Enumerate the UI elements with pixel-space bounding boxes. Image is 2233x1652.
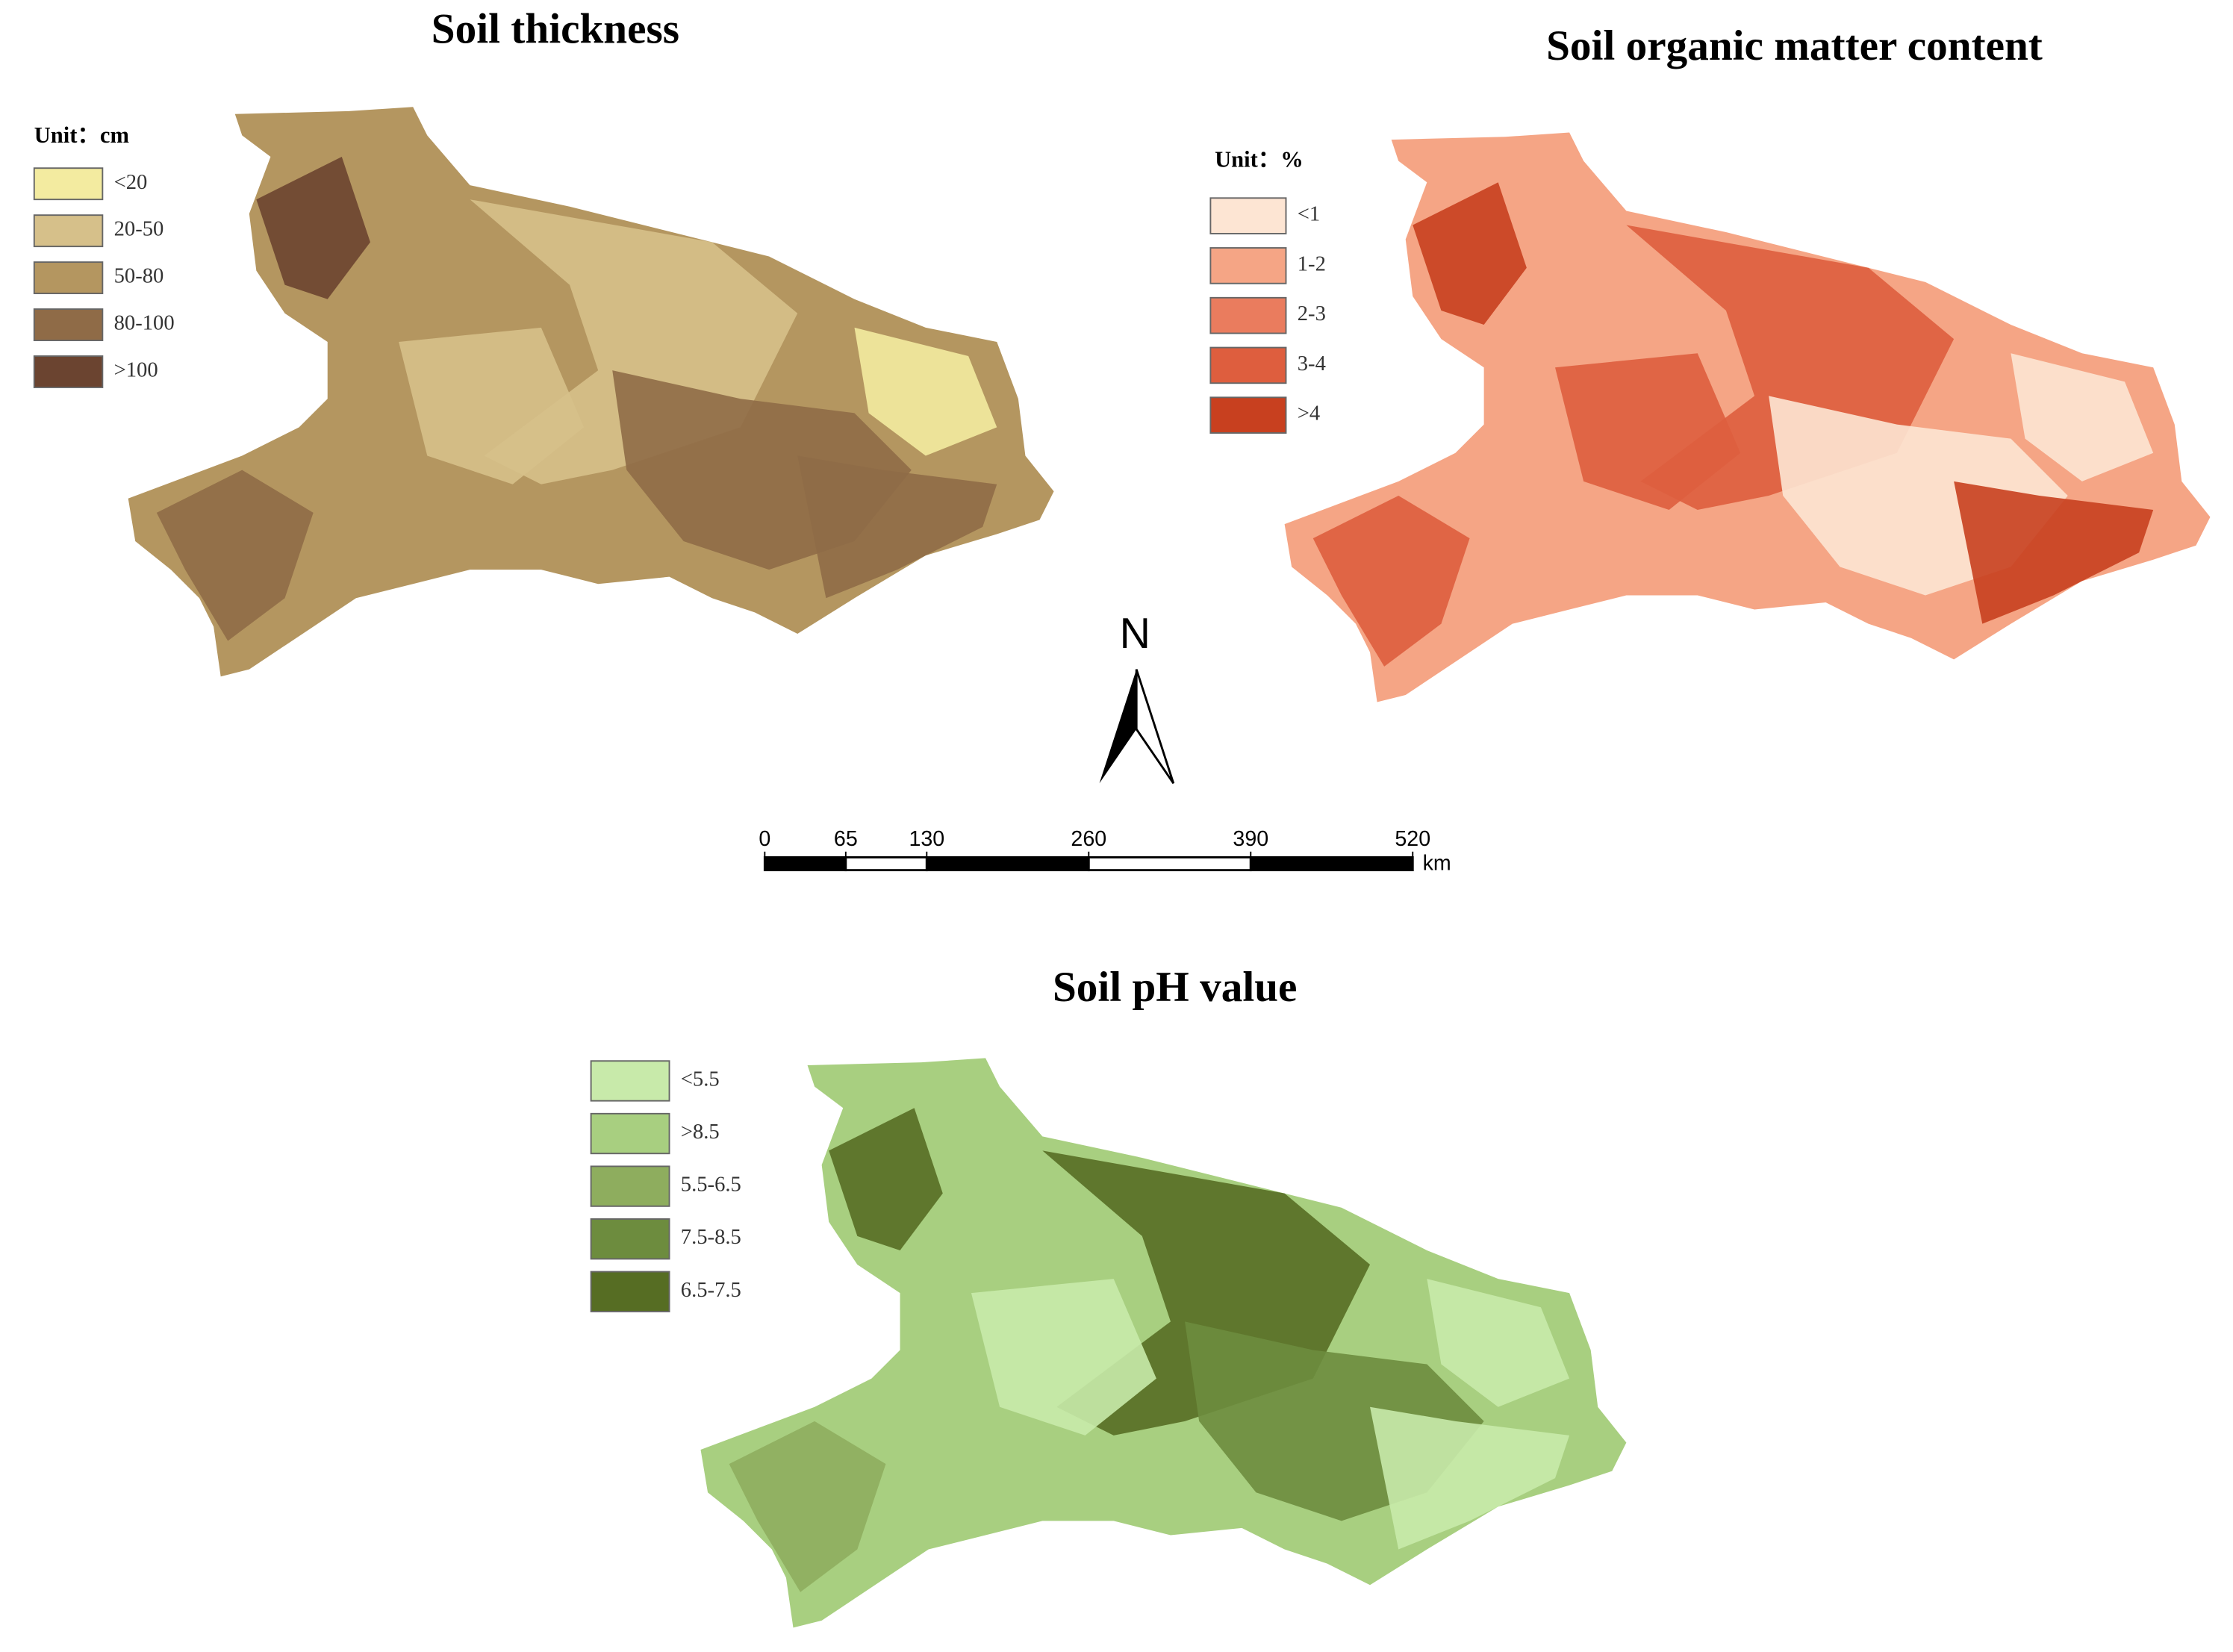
north-label: N — [1120, 610, 1150, 658]
scale-segment — [844, 856, 928, 872]
map-zone — [2011, 353, 2154, 481]
scale-label: 0 — [759, 827, 770, 851]
map-zone — [1370, 1406, 1570, 1550]
legend-swatch — [33, 308, 104, 341]
legend-label: 20-50 — [114, 218, 164, 241]
scale-segment — [763, 856, 847, 872]
map-zone — [854, 327, 997, 456]
scale-label: 65 — [834, 827, 858, 851]
map-zone — [729, 1421, 886, 1592]
legend-unit: Unit：cm — [34, 122, 129, 148]
map — [128, 107, 1054, 677]
legend-swatch — [590, 1218, 670, 1260]
legend-label: <20 — [114, 171, 148, 194]
scale-label: 130 — [909, 827, 944, 851]
panel-title: Soil thickness — [432, 5, 679, 52]
scale-unit: km — [1423, 852, 1451, 876]
north-arrow: N — [1099, 610, 1175, 785]
map-zone — [1555, 353, 1740, 511]
legend-unit: Unit：% — [1215, 146, 1304, 172]
legend-label: 50-80 — [114, 265, 164, 288]
legend-label: >100 — [114, 359, 158, 382]
legend-swatch — [590, 1271, 670, 1312]
legend-label: >8.5 — [681, 1120, 720, 1144]
legend-label: 7.5-8.5 — [681, 1226, 741, 1249]
map-zone — [156, 470, 314, 641]
scale-segment — [1087, 856, 1252, 872]
legend-swatch — [1209, 197, 1287, 234]
scale-label: 390 — [1233, 827, 1268, 851]
map-zone — [256, 156, 370, 299]
legend-label: 5.5-6.5 — [681, 1173, 741, 1197]
legend-swatch — [1209, 247, 1287, 284]
legend-label: 3-4 — [1298, 352, 1326, 375]
legend-swatch — [590, 1165, 670, 1207]
map-zone — [797, 455, 997, 599]
map-zone — [971, 1279, 1156, 1436]
legend-swatch — [33, 261, 104, 295]
scale-segment — [1249, 856, 1414, 872]
arrow-right — [1135, 669, 1175, 785]
map — [700, 1058, 1627, 1628]
arrow-left — [1099, 669, 1137, 784]
panel-title: Soil pH value — [1053, 964, 1298, 1011]
map-zone — [399, 327, 585, 484]
map-zone — [1413, 182, 1527, 325]
legend-label: >4 — [1298, 402, 1320, 426]
legend-swatch — [33, 167, 104, 201]
map-zone — [829, 1108, 943, 1250]
panel-title: Soil organic matter content — [1546, 22, 2043, 69]
legend-swatch — [1209, 346, 1287, 384]
scale-label: 520 — [1395, 827, 1430, 851]
legend-label: 80-100 — [114, 312, 175, 335]
legend-swatch — [590, 1060, 670, 1102]
map-zone — [1954, 481, 2154, 624]
legend-swatch — [33, 214, 104, 248]
map-zone — [1427, 1279, 1570, 1407]
legend-swatch — [590, 1112, 670, 1155]
map-zone — [1312, 495, 1470, 667]
legend-label: 2-3 — [1298, 302, 1326, 325]
legend-label: 1-2 — [1298, 252, 1326, 275]
legend-swatch — [1209, 296, 1287, 334]
legend-label: <1 — [1298, 203, 1320, 226]
scale-segment — [925, 856, 1090, 872]
legend-label: 6.5-7.5 — [681, 1279, 741, 1302]
legend-label: <5.5 — [681, 1068, 720, 1091]
legend-swatch — [1209, 396, 1287, 434]
map — [1284, 132, 2211, 702]
legend-swatch — [33, 355, 104, 388]
scale-label: 260 — [1071, 827, 1106, 851]
